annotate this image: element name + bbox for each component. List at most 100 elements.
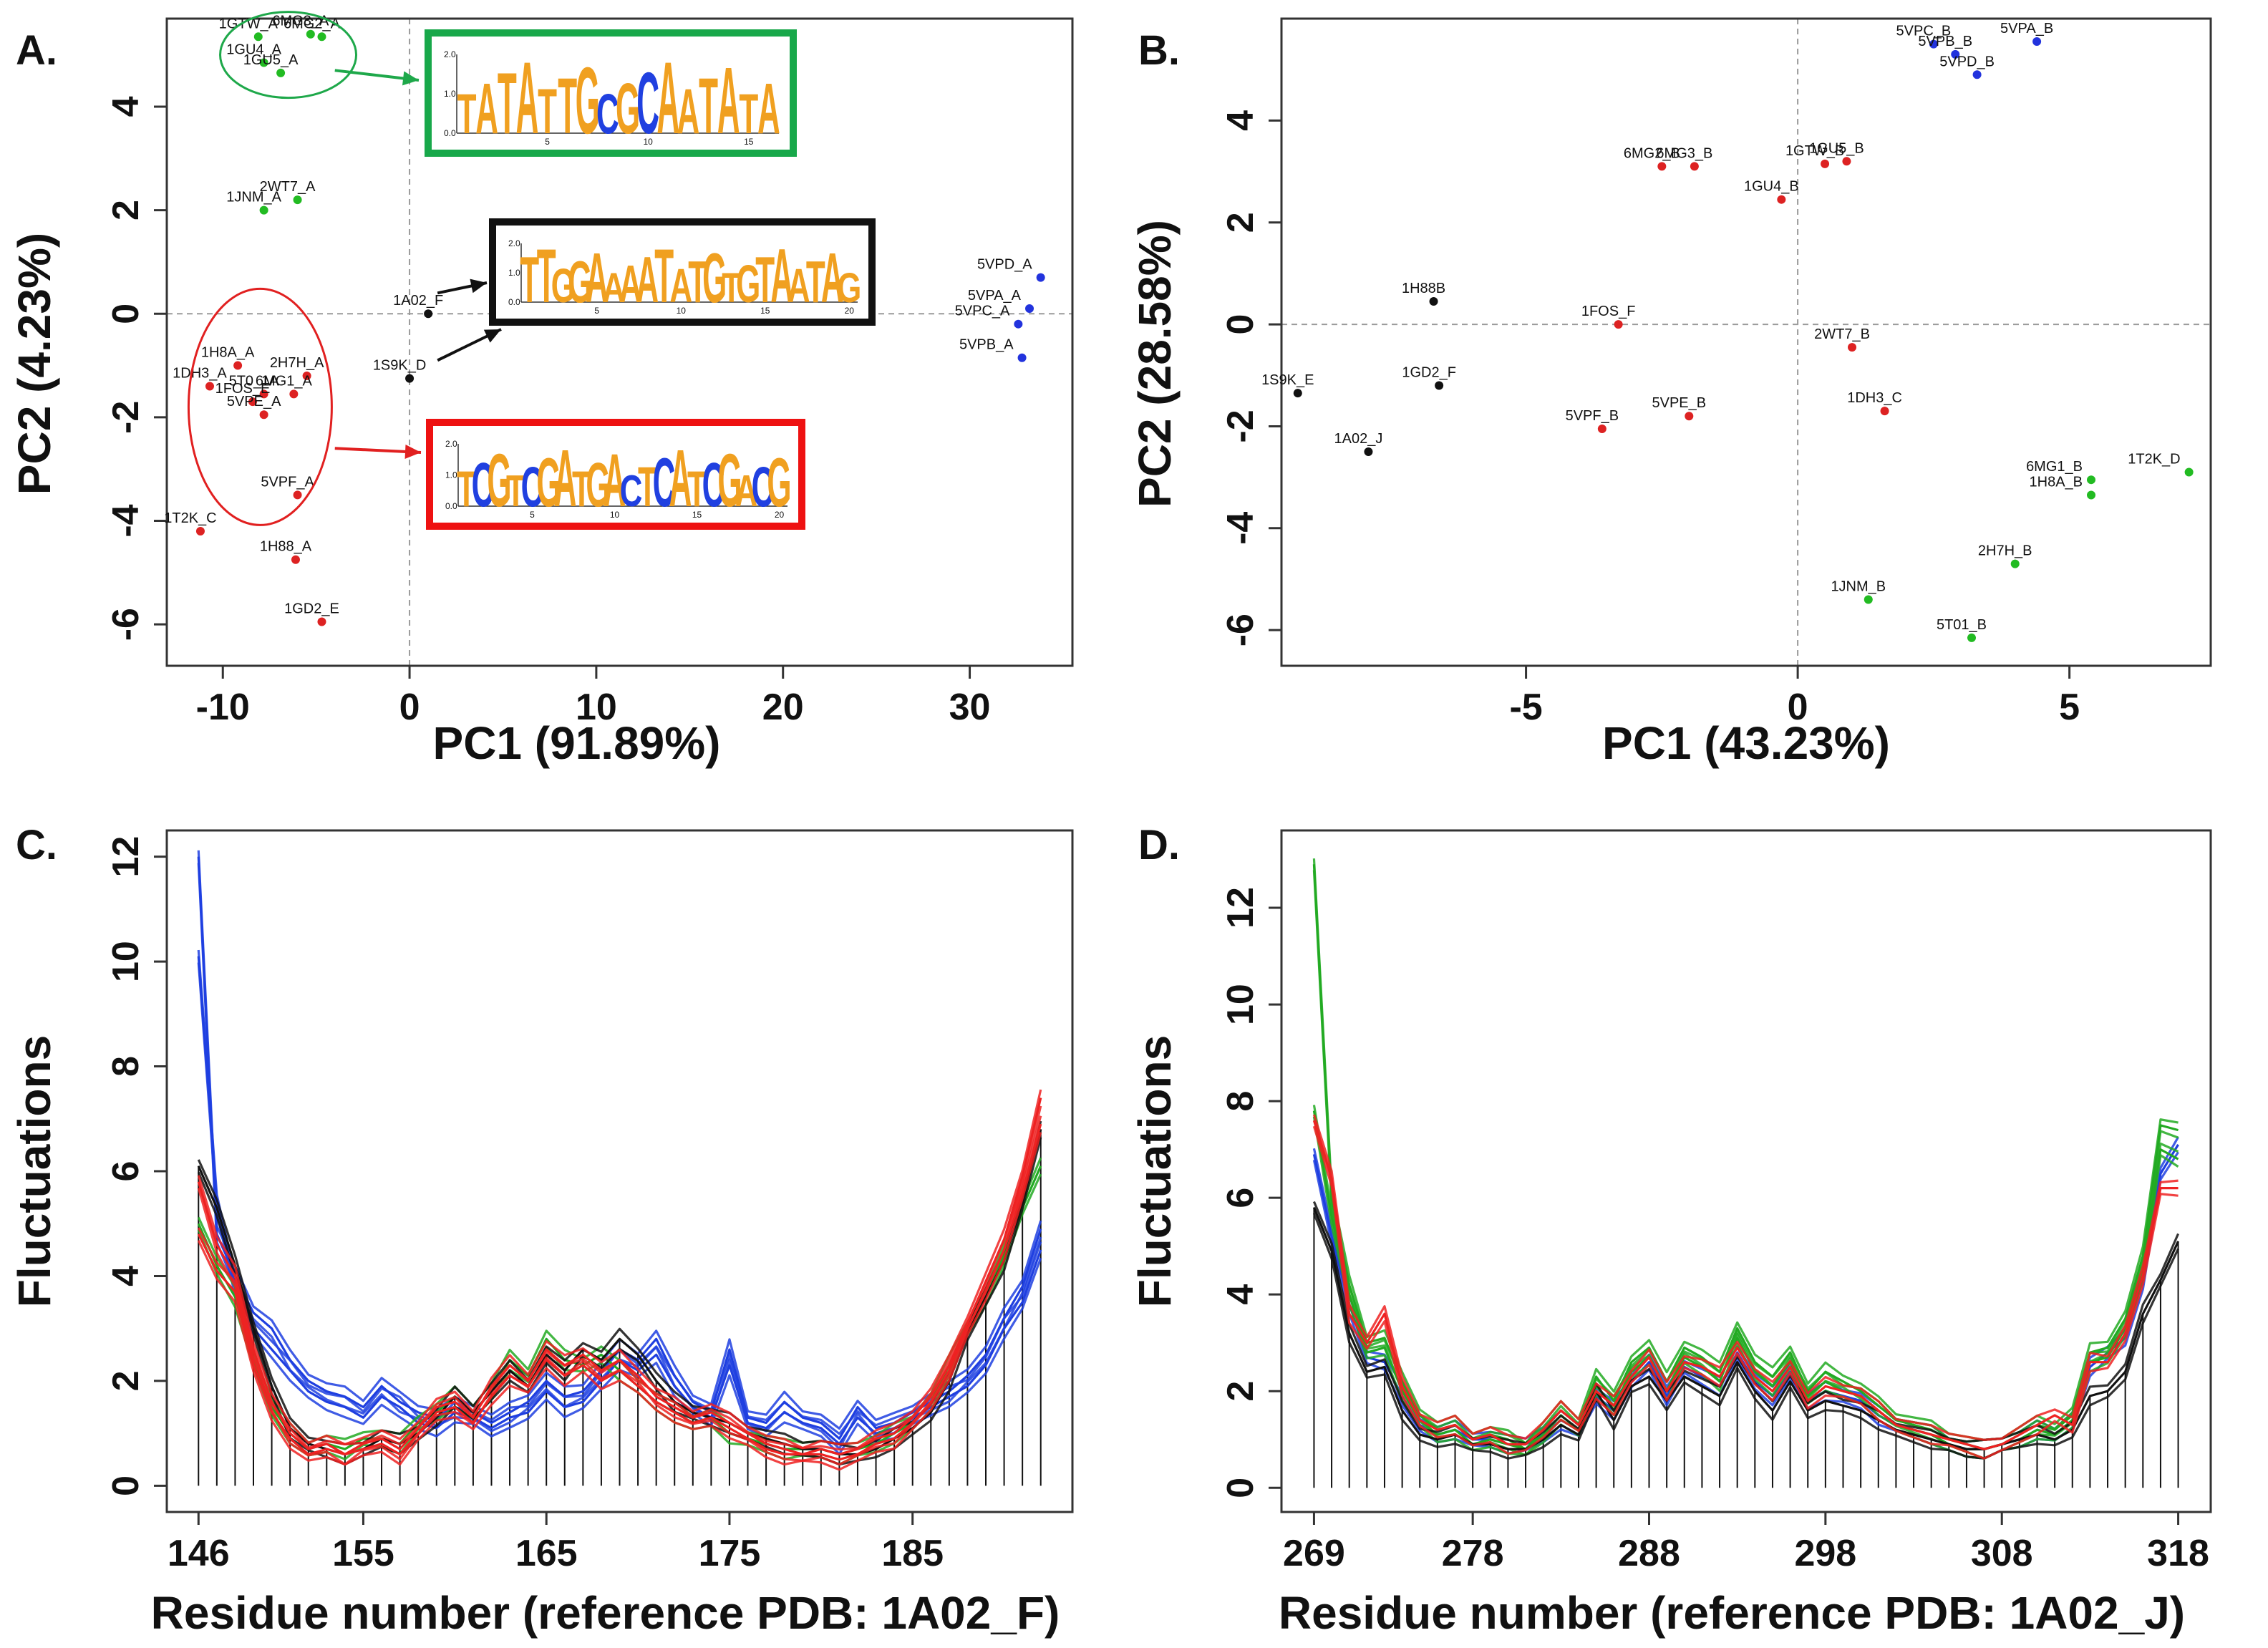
point-label: 5VPC_B xyxy=(1896,24,1952,39)
motif-logo-letter: G xyxy=(551,259,576,312)
point-label: 6MG2_B xyxy=(1624,145,1680,161)
data-point xyxy=(302,372,311,381)
panel-letter: C. xyxy=(16,822,57,868)
series-line-red xyxy=(1312,1125,2179,1460)
motif-logo-letter: T xyxy=(755,245,775,317)
motif-logo-letter: G xyxy=(586,449,610,520)
motif-logo-letter: T xyxy=(699,62,718,150)
point-label: 6MG2_A xyxy=(284,16,341,31)
data-point xyxy=(2184,467,2194,477)
motif-logo-letter: G xyxy=(717,439,742,523)
data-point xyxy=(205,382,214,391)
x-tick-label: -5 xyxy=(1509,687,1542,728)
series-line-black xyxy=(1312,1207,2180,1450)
series-line-red-2 xyxy=(197,1132,1042,1471)
motif-logo-letter: G xyxy=(568,249,592,315)
motif-logo-letter: A xyxy=(586,239,609,318)
motif-logo-x-tick: 5 xyxy=(545,137,550,147)
point-label: 1DH3_C xyxy=(1847,390,1902,406)
data-point xyxy=(289,389,299,399)
series-line-red xyxy=(1312,1114,2179,1441)
point-label: 1GD2_E xyxy=(284,601,339,617)
x-axis-title: Residue number (reference PDB: 1A02_J) xyxy=(1279,1587,2185,1639)
motif-logo-x-tick: 15 xyxy=(744,137,754,147)
motif-logo-letter: T xyxy=(558,62,577,150)
motif-logo-frame xyxy=(489,218,876,326)
motif-logo-letter: A xyxy=(602,264,625,311)
arrow-head xyxy=(402,71,419,86)
y-tick-label: 0 xyxy=(1220,314,1261,335)
point-label: 1GTW_A xyxy=(219,16,278,31)
motif-logo-letter: T xyxy=(638,455,657,518)
y-tick-label: -2 xyxy=(1220,409,1261,442)
motif-logo-letter: T xyxy=(537,234,556,319)
panel-letter: D. xyxy=(1138,822,1180,868)
arrow-head xyxy=(404,444,421,459)
y-tick-label: 2 xyxy=(1220,212,1261,233)
point-label: 5VPE_B xyxy=(1652,395,1706,411)
y-tick-label: 4 xyxy=(105,96,147,117)
point-label: 5VPB_B xyxy=(1918,34,1972,49)
motif-logo-x-tick: 20 xyxy=(775,510,785,520)
motif-logo-letter: G xyxy=(837,264,861,311)
point-label: 1JNM_B xyxy=(1831,578,1886,594)
x-axis-title: Residue number (reference PDB: 1A02_F) xyxy=(151,1587,1060,1639)
y-tick-label: 2 xyxy=(105,1370,147,1391)
point-label: 1T2K_D xyxy=(2128,452,2180,467)
data-point xyxy=(1972,70,1982,79)
data-point xyxy=(2010,559,2020,568)
series-line-red xyxy=(197,1089,1042,1450)
data-point xyxy=(259,205,268,215)
point-label: 1FOS_F xyxy=(1581,304,1636,319)
point-label: 1S9K_E xyxy=(1261,372,1314,388)
data-point xyxy=(1364,447,1373,457)
point-label: 1GU4_B xyxy=(1744,179,1799,195)
y-tick-label: 4 xyxy=(105,1266,147,1286)
point-label: 2H7H_A xyxy=(270,355,324,371)
data-point xyxy=(1848,343,1857,352)
motif-logo-letter: A xyxy=(516,42,539,155)
data-point xyxy=(424,309,433,319)
point-label: 5VPA_A xyxy=(968,288,1022,304)
series-line-red-2 xyxy=(197,1123,1042,1461)
data-point xyxy=(293,490,302,500)
motif-logo-letter: G xyxy=(536,444,561,521)
data-point xyxy=(1880,407,1889,416)
data-point xyxy=(259,410,268,420)
y-tick-label: -2 xyxy=(105,401,147,434)
point-label: 1A02_F xyxy=(393,293,443,309)
motif-logo-letter: A xyxy=(554,434,577,525)
series-line-red-2 xyxy=(197,1115,1042,1451)
motif-logo-letter: C xyxy=(702,449,725,520)
point-label: 5VPD_B xyxy=(1939,54,1995,69)
series-line-green-2 xyxy=(1312,1105,2179,1445)
motif-logo-x-tick: 20 xyxy=(845,306,855,316)
arrow-head xyxy=(470,278,487,294)
data-point xyxy=(1821,159,1830,168)
point-label: 5VPD_A xyxy=(977,257,1032,273)
motif-logo-letter: T xyxy=(520,245,539,317)
panel-c: C. 146 155 165 175 185 0 2 4 6 8 10 12 Residue number… xyxy=(9,822,1074,1639)
point-label: 1H8A_A xyxy=(201,345,255,361)
red-cluster-ellipse xyxy=(187,287,333,526)
series-line-green-2 xyxy=(1312,1116,2179,1460)
point-label: 1S9K_D xyxy=(373,358,427,374)
x-tick-label: 175 xyxy=(699,1533,761,1574)
data-point xyxy=(253,32,263,42)
motif-logo-letter: T xyxy=(688,249,707,315)
x-tick-label: 298 xyxy=(1794,1533,1856,1574)
x-tick-label: 155 xyxy=(332,1533,394,1574)
x-tick-label: 308 xyxy=(1971,1533,2033,1574)
data-point xyxy=(317,32,326,42)
arrow-head xyxy=(483,329,501,343)
plot-frame xyxy=(165,17,1074,667)
y-axis-title: Fluctuations xyxy=(9,1035,60,1307)
panel-d: D. 269 278 288 298 308 318 0 2 4 6 8 10 12 Residue num… xyxy=(1129,822,2212,1639)
point-label: 6MG1_B xyxy=(2026,459,2083,475)
y-tick-label: 4 xyxy=(1220,110,1261,131)
data-point xyxy=(291,555,300,564)
motif-logo-x-tick: 15 xyxy=(692,510,702,520)
data-point xyxy=(1690,162,1699,171)
